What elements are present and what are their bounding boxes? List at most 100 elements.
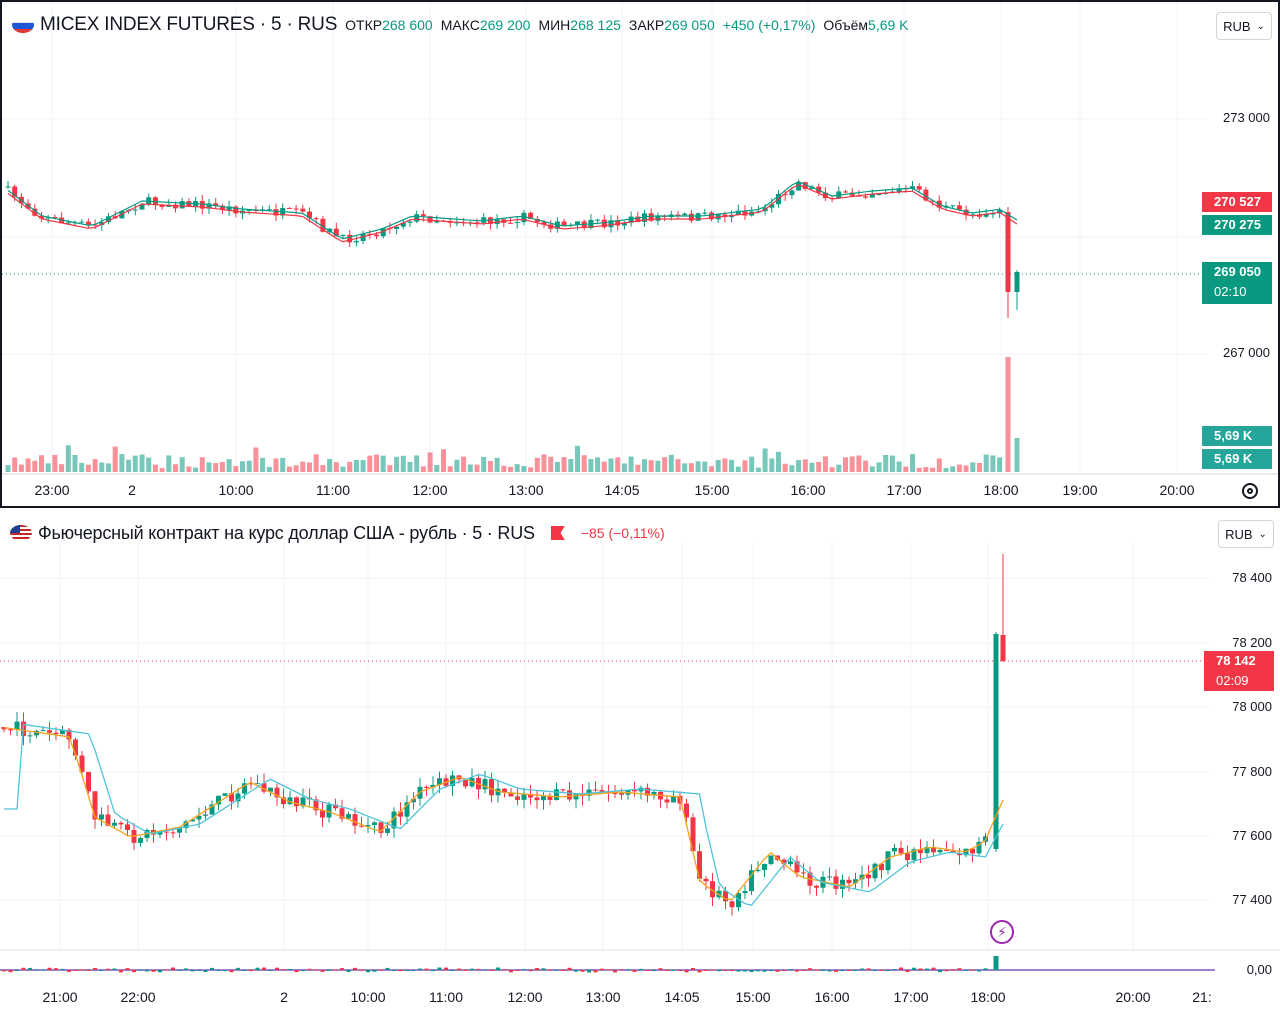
candle-body	[92, 224, 98, 226]
candle-body	[286, 207, 292, 209]
oscillator-bar	[652, 969, 656, 971]
volume-bar	[608, 458, 614, 472]
oscillator-bar	[983, 968, 988, 970]
oscillator-bar	[385, 967, 390, 970]
candle-body	[709, 212, 714, 220]
candle-body	[816, 186, 822, 193]
oscillator-bar	[359, 969, 364, 971]
candle-body	[374, 234, 379, 237]
volume-bar	[266, 466, 272, 472]
candle-body	[391, 811, 397, 829]
volume-bar	[487, 460, 493, 472]
oscillator-bar	[73, 970, 78, 972]
oscillator-bar	[463, 970, 468, 971]
volume-bar	[367, 455, 373, 472]
oscillator-bar	[853, 970, 858, 971]
volume-bar	[668, 454, 674, 472]
micex-symbol[interactable]: MICEX INDEX FUTURES · 5 · RUS	[40, 14, 338, 35]
volume-bar	[796, 460, 802, 472]
usdrub-chart-pane[interactable]: Фьючерсный контракт на курс доллар США -…	[0, 512, 1280, 1016]
oscillator-bar	[944, 970, 949, 972]
volume-bar	[333, 462, 339, 472]
candle-body	[976, 841, 982, 854]
oscillator-bar	[255, 967, 260, 970]
oscillator-bar	[86, 970, 91, 971]
candle-body	[170, 832, 176, 834]
candle-body	[528, 794, 533, 798]
volume-bar	[39, 455, 44, 472]
ma-red-tag: 270 527	[1202, 192, 1272, 212]
candle-body	[407, 221, 413, 223]
time-tick: 14:05	[604, 482, 640, 498]
oscillator-bar	[470, 968, 474, 970]
oscillator-bar	[808, 968, 812, 970]
oscillator-bar	[993, 956, 999, 970]
usdrub-symbol[interactable]: Фьючерсный контракт на курс доллар США -…	[38, 522, 535, 543]
candle-body	[892, 847, 897, 852]
last-price-value: 269 050	[1214, 264, 1261, 279]
price-tick: 78 200	[1232, 635, 1272, 650]
candle-body	[39, 215, 44, 219]
candle-body	[242, 783, 247, 794]
candle-body	[132, 209, 138, 211]
volume-bar	[340, 466, 346, 472]
candle-body	[414, 214, 420, 222]
volume-bar	[568, 459, 574, 472]
candle-body	[822, 192, 828, 199]
oscillator-bar	[418, 968, 422, 970]
candle-body	[5, 186, 11, 188]
candle-body	[353, 241, 359, 243]
oscillator-bar	[457, 968, 461, 970]
oscillator-bar	[580, 970, 585, 972]
candle-body	[628, 216, 634, 223]
oscillator-bar	[203, 970, 208, 973]
low-label: МИН	[538, 17, 571, 33]
lightning-icon[interactable]: ⚡	[990, 920, 1014, 944]
oscillator-bar	[177, 969, 182, 971]
flag-marker-icon[interactable]	[550, 526, 565, 540]
candle-body	[782, 193, 788, 196]
candle-body	[528, 212, 534, 219]
volume-bar	[581, 455, 587, 472]
micex-chart-canvas[interactable]	[2, 2, 1278, 506]
usdrub-chart-canvas[interactable]	[0, 512, 1280, 1016]
candle-body	[664, 799, 670, 803]
candle-body	[910, 186, 915, 189]
candle-body	[833, 876, 839, 889]
oscillator-bar	[619, 969, 624, 971]
candle-body	[268, 787, 273, 792]
oscillator-bar	[450, 970, 455, 971]
oscillator-bar	[847, 970, 851, 971]
oscillator-bar	[879, 969, 884, 971]
currency-selector[interactable]: RUB ⌄	[1218, 520, 1274, 548]
candle-body	[615, 220, 621, 226]
candle-body	[872, 863, 878, 879]
oscillator-bar	[411, 970, 416, 971]
micex-chart-pane[interactable]: MICEX INDEX FUTURES · 5 · RUS ОТКР268 60…	[0, 0, 1280, 508]
oscillator-bar	[691, 968, 695, 970]
volume-bar	[642, 459, 647, 472]
oscillator-bar	[483, 969, 487, 971]
candle-body	[682, 213, 688, 216]
volume-bar	[856, 455, 862, 472]
candle-body	[970, 214, 976, 216]
volume-bar	[186, 466, 192, 472]
volume-bar	[709, 466, 714, 472]
high-value: 269 200	[479, 17, 531, 33]
candle-body	[118, 822, 124, 825]
usdrub-legend: Фьючерсный контракт на курс доллар США -…	[10, 520, 665, 546]
currency-selector[interactable]: RUB ⌄	[1216, 12, 1272, 40]
candle-body	[352, 814, 358, 826]
candle-body	[541, 796, 546, 801]
oscillator-bar	[769, 970, 773, 971]
volume-bar	[447, 466, 453, 472]
volume-bar	[762, 448, 768, 472]
candle-body	[502, 788, 507, 793]
volume-bar	[776, 451, 781, 472]
candle-body	[400, 222, 406, 227]
oscillator-bar	[626, 969, 630, 971]
volume-bar	[595, 457, 601, 472]
candle-body	[736, 893, 741, 908]
time-tick: 22:00	[120, 989, 156, 1005]
volume-bar	[943, 467, 949, 472]
